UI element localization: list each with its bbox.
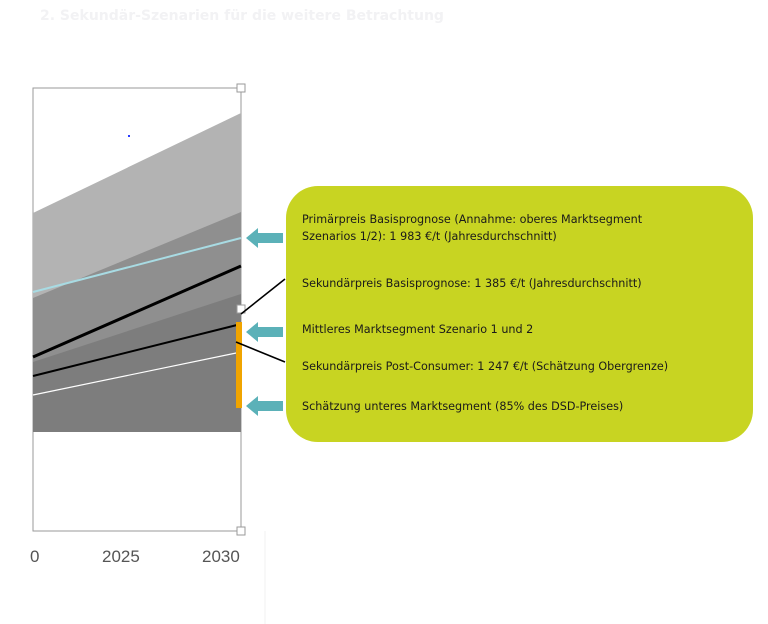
connector-secondary [240, 278, 286, 315]
x-tick-label: 2030 [202, 547, 240, 566]
x-tick-label: 0 [30, 547, 39, 566]
annotation-post-consumer: Sekundärpreis Post-Consumer: 1 247 €/t (… [302, 360, 669, 373]
annotation-primary-line1: Primärpreis Basisprognose (Annahme: ober… [302, 213, 643, 226]
annotation-middle-segment: Mittleres Marktsegment Szenario 1 und 2 [302, 323, 534, 336]
resize-handle-top-right[interactable] [236, 83, 246, 93]
annotation-secondary: Sekundärpreis Basisprognose: 1 385 €/t (… [302, 277, 642, 290]
primary-price-line [32, 237, 242, 293]
lower-scenario-band [33, 294, 241, 432]
middle-segment-line [32, 323, 242, 377]
x-tick-label: 2025 [102, 547, 140, 566]
stray-point [128, 135, 130, 137]
lower-segment-marker-bar [236, 322, 242, 408]
post-consumer-line [32, 351, 242, 396]
resize-handle-bottom-right[interactable] [236, 526, 246, 536]
connector-post-consumer [235, 341, 286, 363]
secondary-price-line [32, 264, 242, 359]
annotation-lower-segment: Schätzung unteres Marktsegment (85% des … [302, 400, 624, 413]
faded-slide-title: 2. Sekundär-Szenarien für die weitere Be… [40, 8, 444, 24]
callout-box [286, 186, 753, 442]
annotation-primary-line2: Szenarios 1/2): 1 983 €/t (Jahresdurchsc… [302, 230, 557, 243]
